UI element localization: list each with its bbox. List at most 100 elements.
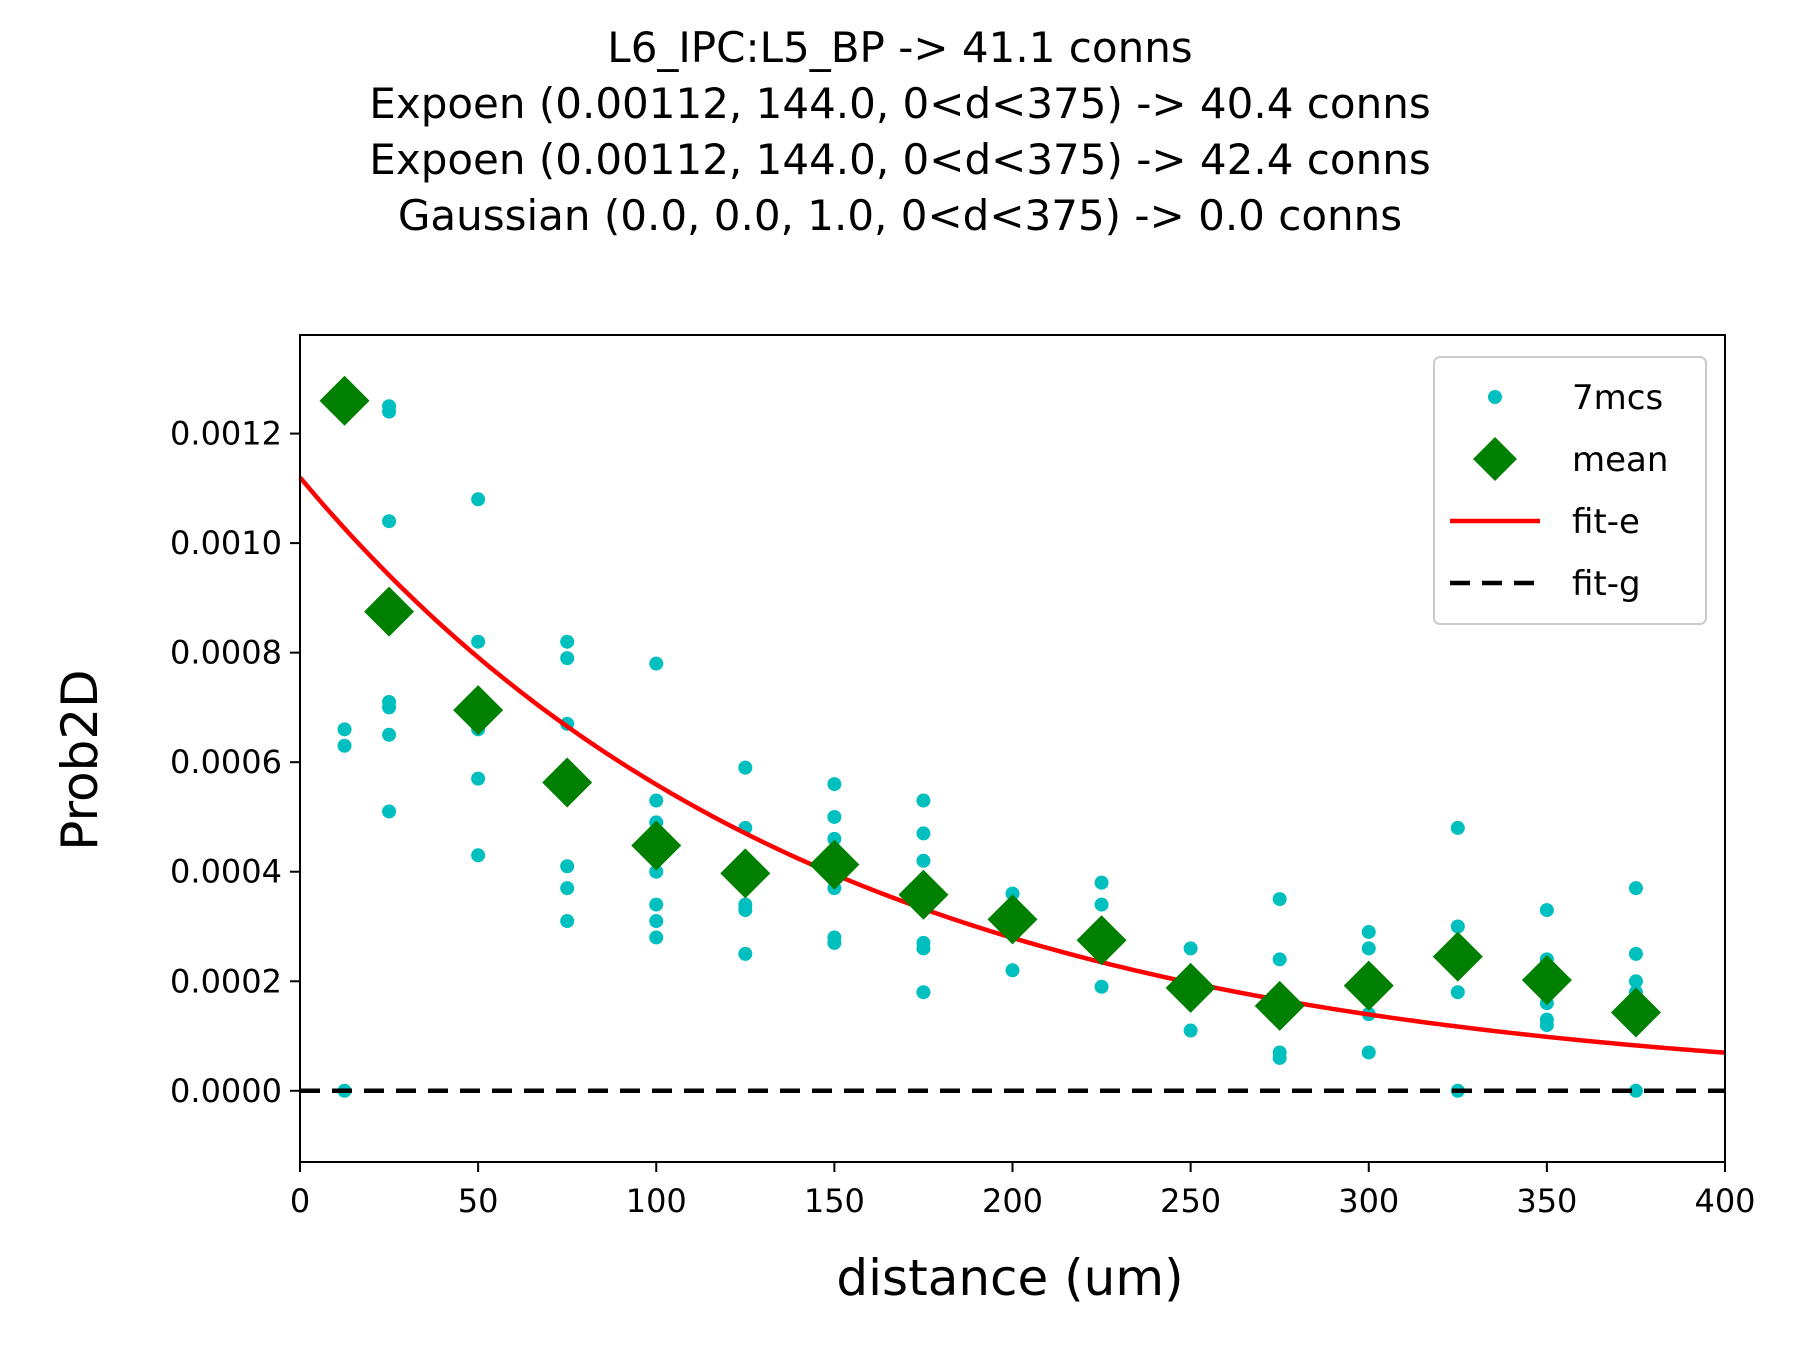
data-point-7mcs (916, 985, 931, 1000)
x-axis-label: distance (um) (836, 1249, 1183, 1307)
data-point-7mcs (382, 727, 397, 742)
data-point-7mcs (1272, 892, 1287, 907)
data-point-7mcs (1183, 941, 1198, 956)
data-point-7mcs (827, 935, 842, 950)
plot-area (298, 375, 1726, 1098)
legend-symbol-mean (1473, 437, 1517, 481)
mean-marker (1610, 987, 1661, 1038)
data-point-7mcs (560, 651, 575, 666)
data-point-7mcs (1005, 963, 1020, 978)
mean-marker (720, 848, 771, 899)
data-point-7mcs (560, 914, 575, 929)
data-point-7mcs (337, 722, 352, 737)
data-point-7mcs (1628, 974, 1643, 989)
data-point-7mcs (1094, 875, 1109, 890)
data-point-7mcs (827, 831, 842, 846)
data-point-7mcs (1272, 952, 1287, 967)
y-tick-label: 0.0010 (170, 524, 282, 562)
mean-marker (1432, 931, 1483, 982)
data-point-7mcs (337, 738, 352, 753)
mean-marker (364, 586, 415, 637)
mean-marker (1254, 980, 1305, 1031)
data-point-7mcs (1361, 941, 1376, 956)
data-point-7mcs (1094, 979, 1109, 994)
y-tick-label: 0.0002 (170, 962, 282, 1000)
data-point-7mcs (382, 514, 397, 529)
data-point-7mcs (649, 930, 664, 945)
data-point-7mcs (560, 634, 575, 649)
x-tick-label: 50 (458, 1182, 499, 1220)
y-axis-ticks: 0.0000 0.0002 0.0004 0.0006 0.0008 0.0010 0.00… (170, 415, 300, 1110)
data-point-7mcs (649, 864, 664, 879)
legend-label-mean: mean (1572, 440, 1668, 480)
data-point-7mcs (827, 777, 842, 792)
data-point-7mcs (1361, 1045, 1376, 1060)
data-point-7mcs (1628, 946, 1643, 961)
x-axis-ticks: 0 50 100 150 200 250 300 350 400 (290, 1162, 1756, 1220)
data-point-7mcs (827, 809, 842, 824)
mean-marker (542, 757, 593, 808)
legend-label-7mcs: 7mcs (1572, 378, 1663, 418)
data-point-7mcs (1450, 820, 1465, 835)
x-tick-label: 300 (1338, 1182, 1399, 1220)
x-tick-label: 350 (1516, 1182, 1577, 1220)
data-point-7mcs (1094, 897, 1109, 912)
data-point-7mcs (1005, 886, 1020, 901)
x-tick-label: 100 (626, 1182, 687, 1220)
legend-label-fit-g: fit-g (1572, 564, 1641, 604)
data-point-7mcs (1361, 924, 1376, 939)
data-point-7mcs (382, 404, 397, 419)
data-point-7mcs (382, 700, 397, 715)
data-point-7mcs (649, 897, 664, 912)
data-point-7mcs (560, 859, 575, 874)
y-tick-label: 0.0008 (170, 634, 282, 672)
data-point-7mcs (916, 941, 931, 956)
data-point-7mcs (649, 793, 664, 808)
y-tick-label: 0.0012 (170, 415, 282, 453)
data-point-7mcs (738, 946, 753, 961)
mean-marker (1165, 962, 1216, 1013)
legend-box (1433, 356, 1707, 625)
mean-marker (809, 839, 860, 890)
title-line-4: Gaussian (0.0, 0.0, 1.0, 0<d<375) -> 0.0… (398, 191, 1402, 240)
title-line-3: Expoen (0.00112, 144.0, 0<d<375) -> 42.4… (369, 135, 1430, 184)
data-point-7mcs (1450, 919, 1465, 934)
legend-label-fit-e: fit-e (1572, 502, 1640, 542)
y-axis-label: Prob2D (51, 669, 109, 850)
data-point-7mcs (1539, 1018, 1554, 1033)
plot-frame (299, 334, 1726, 1163)
data-point-7mcs (1272, 1050, 1287, 1065)
data-point-7mcs (916, 793, 931, 808)
x-tick-label: 150 (804, 1182, 865, 1220)
data-point-7mcs (1628, 881, 1643, 896)
data-point-7mcs (1628, 1083, 1643, 1098)
data-point-7mcs (1539, 903, 1554, 918)
y-tick-label: 0.0006 (170, 743, 282, 781)
mean-marker (987, 894, 1038, 945)
y-tick-label: 0.0004 (170, 853, 282, 891)
data-point-7mcs (916, 826, 931, 841)
x-tick-label: 400 (1694, 1182, 1755, 1220)
data-point-7mcs (738, 903, 753, 918)
mean-marker (1521, 955, 1572, 1006)
data-point-7mcs (471, 848, 486, 863)
data-point-7mcs (1183, 1023, 1198, 1038)
title-line-2: Expoen (0.00112, 144.0, 0<d<375) -> 40.4… (369, 79, 1430, 128)
data-point-7mcs (382, 804, 397, 819)
x-tick-label: 250 (1160, 1182, 1221, 1220)
data-point-7mcs (649, 914, 664, 929)
x-tick-label: 200 (982, 1182, 1043, 1220)
legend-symbol-7mcs (1488, 390, 1502, 404)
data-point-7mcs (471, 634, 486, 649)
y-tick-label: 0.0000 (170, 1072, 282, 1110)
data-point-7mcs (1450, 985, 1465, 1000)
legend: 7mcs mean fit-e fit-g (1433, 356, 1707, 625)
mean-marker (1343, 960, 1394, 1011)
mean-marker (453, 685, 504, 736)
mean-marker (319, 375, 370, 426)
data-point-7mcs (560, 881, 575, 896)
data-point-7mcs (471, 492, 486, 507)
chart-title: L6_IPC:L5_BP -> 41.1 conns Expoen (0.001… (369, 23, 1430, 240)
mean-marker (1076, 915, 1127, 966)
